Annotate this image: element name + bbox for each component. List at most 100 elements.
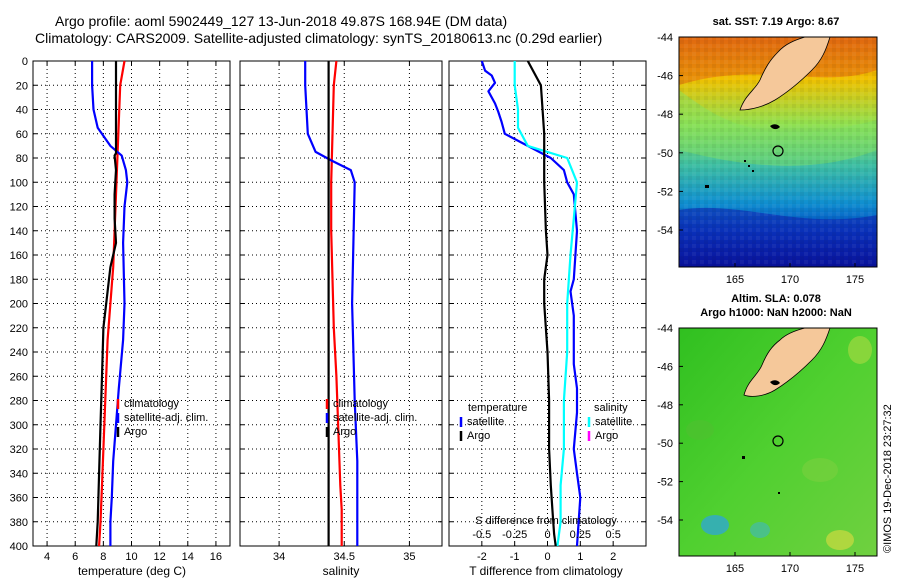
s-tick-label: 0.5 xyxy=(606,529,621,541)
series-line-t-satellite xyxy=(480,60,582,547)
depth-tick-label: 380 xyxy=(10,517,28,529)
series-line-argo xyxy=(95,61,118,547)
x-tick-label: 8 xyxy=(100,551,106,563)
difference-xlabel: T difference from climatology xyxy=(469,564,623,578)
map-lat-label: -50 xyxy=(657,438,673,450)
depth-tick-label: 300 xyxy=(10,420,28,432)
x-tick-label: 14 xyxy=(182,551,194,563)
legend-label: satellite xyxy=(467,416,504,428)
s-tick-label: -0.25 xyxy=(502,529,527,541)
x-tick-label: -2 xyxy=(477,551,487,563)
series-line-t-argo xyxy=(526,60,557,547)
x-tick-label: -1 xyxy=(510,551,520,563)
sla-map-axes: -44 -46 -48 -50 -52 -54 165 170 175 xyxy=(657,323,864,575)
map-lat-label: -48 xyxy=(657,109,673,121)
temperature-xlabel: temperature (deg C) xyxy=(78,564,186,578)
legend-label: Argo xyxy=(333,426,356,438)
x-tick-label: 35 xyxy=(403,551,415,563)
depth-tick-label: 320 xyxy=(10,444,28,456)
new-zealand-land xyxy=(739,37,831,111)
depth-tick-label: 200 xyxy=(10,299,28,311)
header-line2: Climatology: CARS2009. Satellite-adjuste… xyxy=(35,30,602,46)
depth-tick-label: 20 xyxy=(16,80,28,92)
legend-label: Argo xyxy=(124,426,147,438)
legend-title-temperature: temperature xyxy=(468,402,527,414)
map-lon-label: 175 xyxy=(846,274,864,286)
sst-map xyxy=(678,36,878,268)
depth-tick-label: 60 xyxy=(16,129,28,141)
map-lat-label: -52 xyxy=(657,186,673,198)
series-line-climatology xyxy=(330,60,343,546)
sst-map-axes: -44 -46 -48 -50 -52 -54 165 170 175 xyxy=(657,32,864,286)
x-tick-label: 16 xyxy=(210,551,222,563)
map-lon-label: 170 xyxy=(781,563,799,575)
legend-label: climatology xyxy=(333,398,389,410)
legend-label: satellite xyxy=(595,416,632,428)
legend-label: Argo xyxy=(595,430,618,442)
temperature-panel: 4 6 8 10 12 14 16 climatology satellite-adj. cli… xyxy=(32,60,231,563)
depth-tick-label: 120 xyxy=(10,202,28,214)
depth-axis: 0 20 40 60 80 100 120 140 160 180 200 220 240 260 280 3… xyxy=(10,56,28,553)
map-lon-label: 165 xyxy=(726,274,744,286)
map-lon-label: 170 xyxy=(781,274,799,286)
map-lat-label: -44 xyxy=(657,323,673,335)
map-lat-label: -48 xyxy=(657,400,673,412)
x-tick-label: 6 xyxy=(72,551,78,563)
s-tick-label: 0.25 xyxy=(570,529,591,541)
x-tick-label: 1 xyxy=(577,551,583,563)
legend-label: climatology xyxy=(124,398,180,410)
depth-tick-label: 400 xyxy=(10,541,28,553)
map-lat-label: -52 xyxy=(657,477,673,489)
x-tick-label: 12 xyxy=(154,551,166,563)
map-lat-label: -46 xyxy=(657,361,673,373)
x-tick-label: 34.5 xyxy=(334,551,355,563)
depth-tick-label: 140 xyxy=(10,226,28,238)
map-lat-label: -50 xyxy=(657,148,673,160)
sla-argo-marker xyxy=(772,435,784,447)
sla-map-title-2: Argo h1000: NaN h2000: NaN xyxy=(700,307,852,319)
depth-tick-label: 0 xyxy=(22,56,28,68)
depth-tick-label: 280 xyxy=(10,396,28,408)
depth-tick-label: 220 xyxy=(10,323,28,335)
map-lon-label: 165 xyxy=(726,563,744,575)
salinity-xlabel: salinity xyxy=(323,564,360,578)
series-line-climatology xyxy=(98,60,126,547)
sla-map xyxy=(678,327,878,557)
series-line-s-satellite xyxy=(513,61,579,547)
map-lat-label: -54 xyxy=(657,515,673,527)
depth-tick-label: 80 xyxy=(16,153,28,165)
legend-label: satellite-adj. clim. xyxy=(124,412,208,424)
legend-label: Argo xyxy=(467,430,490,442)
s-tick-label: -0.5 xyxy=(472,529,491,541)
header-line1: Argo profile: aoml 5902449_127 13-Jun-20… xyxy=(55,13,507,29)
map-lat-label: -44 xyxy=(657,32,673,44)
depth-tick-label: 360 xyxy=(10,493,28,505)
x-tick-label: 0 xyxy=(544,551,550,563)
map-lon-label: 175 xyxy=(846,563,864,575)
legend-title-salinity: salinity xyxy=(594,402,628,414)
depth-tick-label: 100 xyxy=(10,177,28,189)
legend-label: satellite-adj. clim. xyxy=(333,412,417,424)
salinity-panel: 34 34.5 35 climatology satellite-adj. clim. A… xyxy=(239,60,443,563)
sla-map-title-1: Altim. SLA: 0.078 xyxy=(731,293,821,305)
difference-panel: -2 -1 0 1 2 temperature satellite Argo salinity s… xyxy=(448,60,647,563)
depth-tick-label: 340 xyxy=(10,468,28,480)
map-lat-label: -46 xyxy=(657,71,673,83)
sst-map-title: sat. SST: 7.19 Argo: 8.67 xyxy=(713,16,840,28)
x-tick-label: 10 xyxy=(125,551,137,563)
credit-text: ©IMOS 19-Dec-2018 23:27:32 xyxy=(882,404,894,553)
s-tick-label: 0 xyxy=(544,529,550,541)
sst-argo-marker xyxy=(772,145,784,157)
depth-tick-label: 240 xyxy=(10,347,28,359)
series-line-satellite-adj-clim- xyxy=(90,61,129,546)
depth-tick-label: 160 xyxy=(10,250,28,262)
difference-xlabel-top: S difference from climatology xyxy=(475,515,617,527)
map-lat-label: -54 xyxy=(657,225,673,237)
x-tick-label: 4 xyxy=(44,551,50,563)
x-tick-label: 34 xyxy=(273,551,285,563)
series-line-satellite-adj-clim- xyxy=(304,61,359,546)
x-tick-label: 2 xyxy=(610,551,616,563)
depth-tick-label: 260 xyxy=(10,371,28,383)
depth-tick-label: 40 xyxy=(16,105,28,117)
